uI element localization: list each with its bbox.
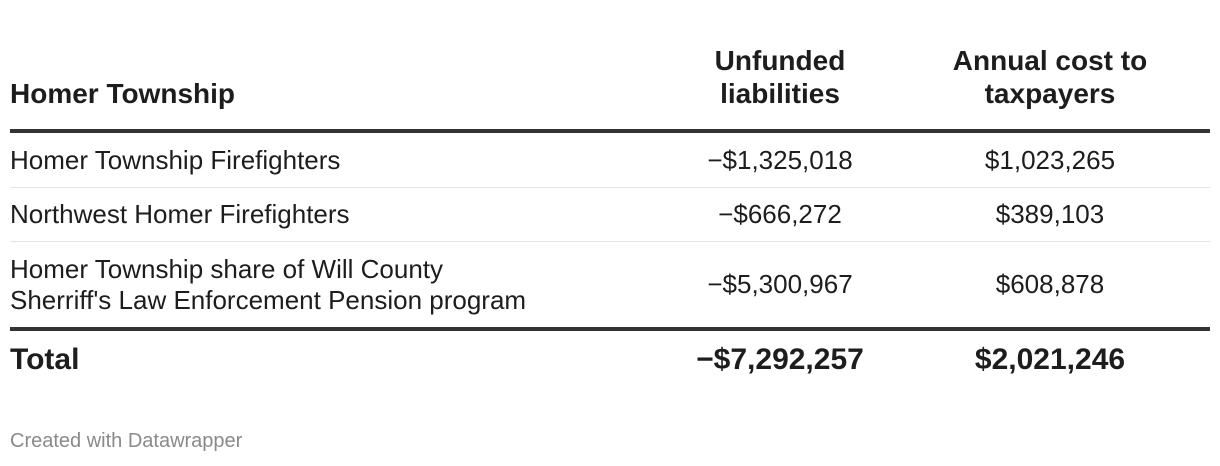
total-row: Total −$7,292,257 $2,021,246 [10,329,1210,389]
row-name-line1: Homer Township share of Will County [10,253,444,284]
column-header-annual-cost: Annual cost to taxpayers [890,44,1210,133]
row-name-cell: Homer Township share of Will County Sher… [10,241,670,331]
column-header-annual-line1: Annual cost to [952,45,1148,76]
data-table-container: Homer Township Unfunded liabilities Annu… [10,44,1210,389]
column-header-unfunded-line1: Unfunded [714,45,846,76]
column-header-unfunded: Unfunded liabilities [670,44,890,133]
total-unfunded: −$7,292,257 [696,343,864,376]
table-row: Homer Township share of Will County Sher… [10,241,1210,331]
table-body: Homer Township Firefighters −$1,325,018 … [10,131,1210,331]
row-name-cell: Northwest Homer Firefighters [10,187,670,242]
row-unfunded-cell: −$5,300,967 [670,241,890,331]
header-row: Homer Township Unfunded liabilities Annu… [10,44,1210,133]
datawrapper-credit: Created with Datawrapper [10,430,243,452]
row-unfunded-cell: −$1,325,018 [670,131,890,188]
data-table: Homer Township Unfunded liabilities Annu… [10,44,1210,389]
column-header-unfunded-line2: liabilities [720,78,840,109]
row-name-cell: Homer Township Firefighters [10,131,670,188]
row-name-line2: Sherriff's Law Enforcement Pension progr… [10,284,527,315]
table-row: Homer Township Firefighters −$1,325,018 … [10,131,1210,188]
column-header-annual-line2: taxpayers [984,78,1116,109]
total-annual: $2,021,246 [974,343,1126,376]
table-header: Homer Township Unfunded liabilities Annu… [10,44,1210,133]
total-label: Total [10,343,80,376]
row-annual-cell: $389,103 [890,187,1210,242]
row-unfunded-cell: −$666,272 [670,187,890,242]
table-row: Northwest Homer Firefighters −$666,272 $… [10,187,1210,242]
row-annual-cell: $1,023,265 [890,131,1210,188]
row-annual-cell: $608,878 [890,241,1210,331]
table-footer: Total −$7,292,257 $2,021,246 [10,329,1210,389]
column-header-name: Homer Township [10,44,670,133]
